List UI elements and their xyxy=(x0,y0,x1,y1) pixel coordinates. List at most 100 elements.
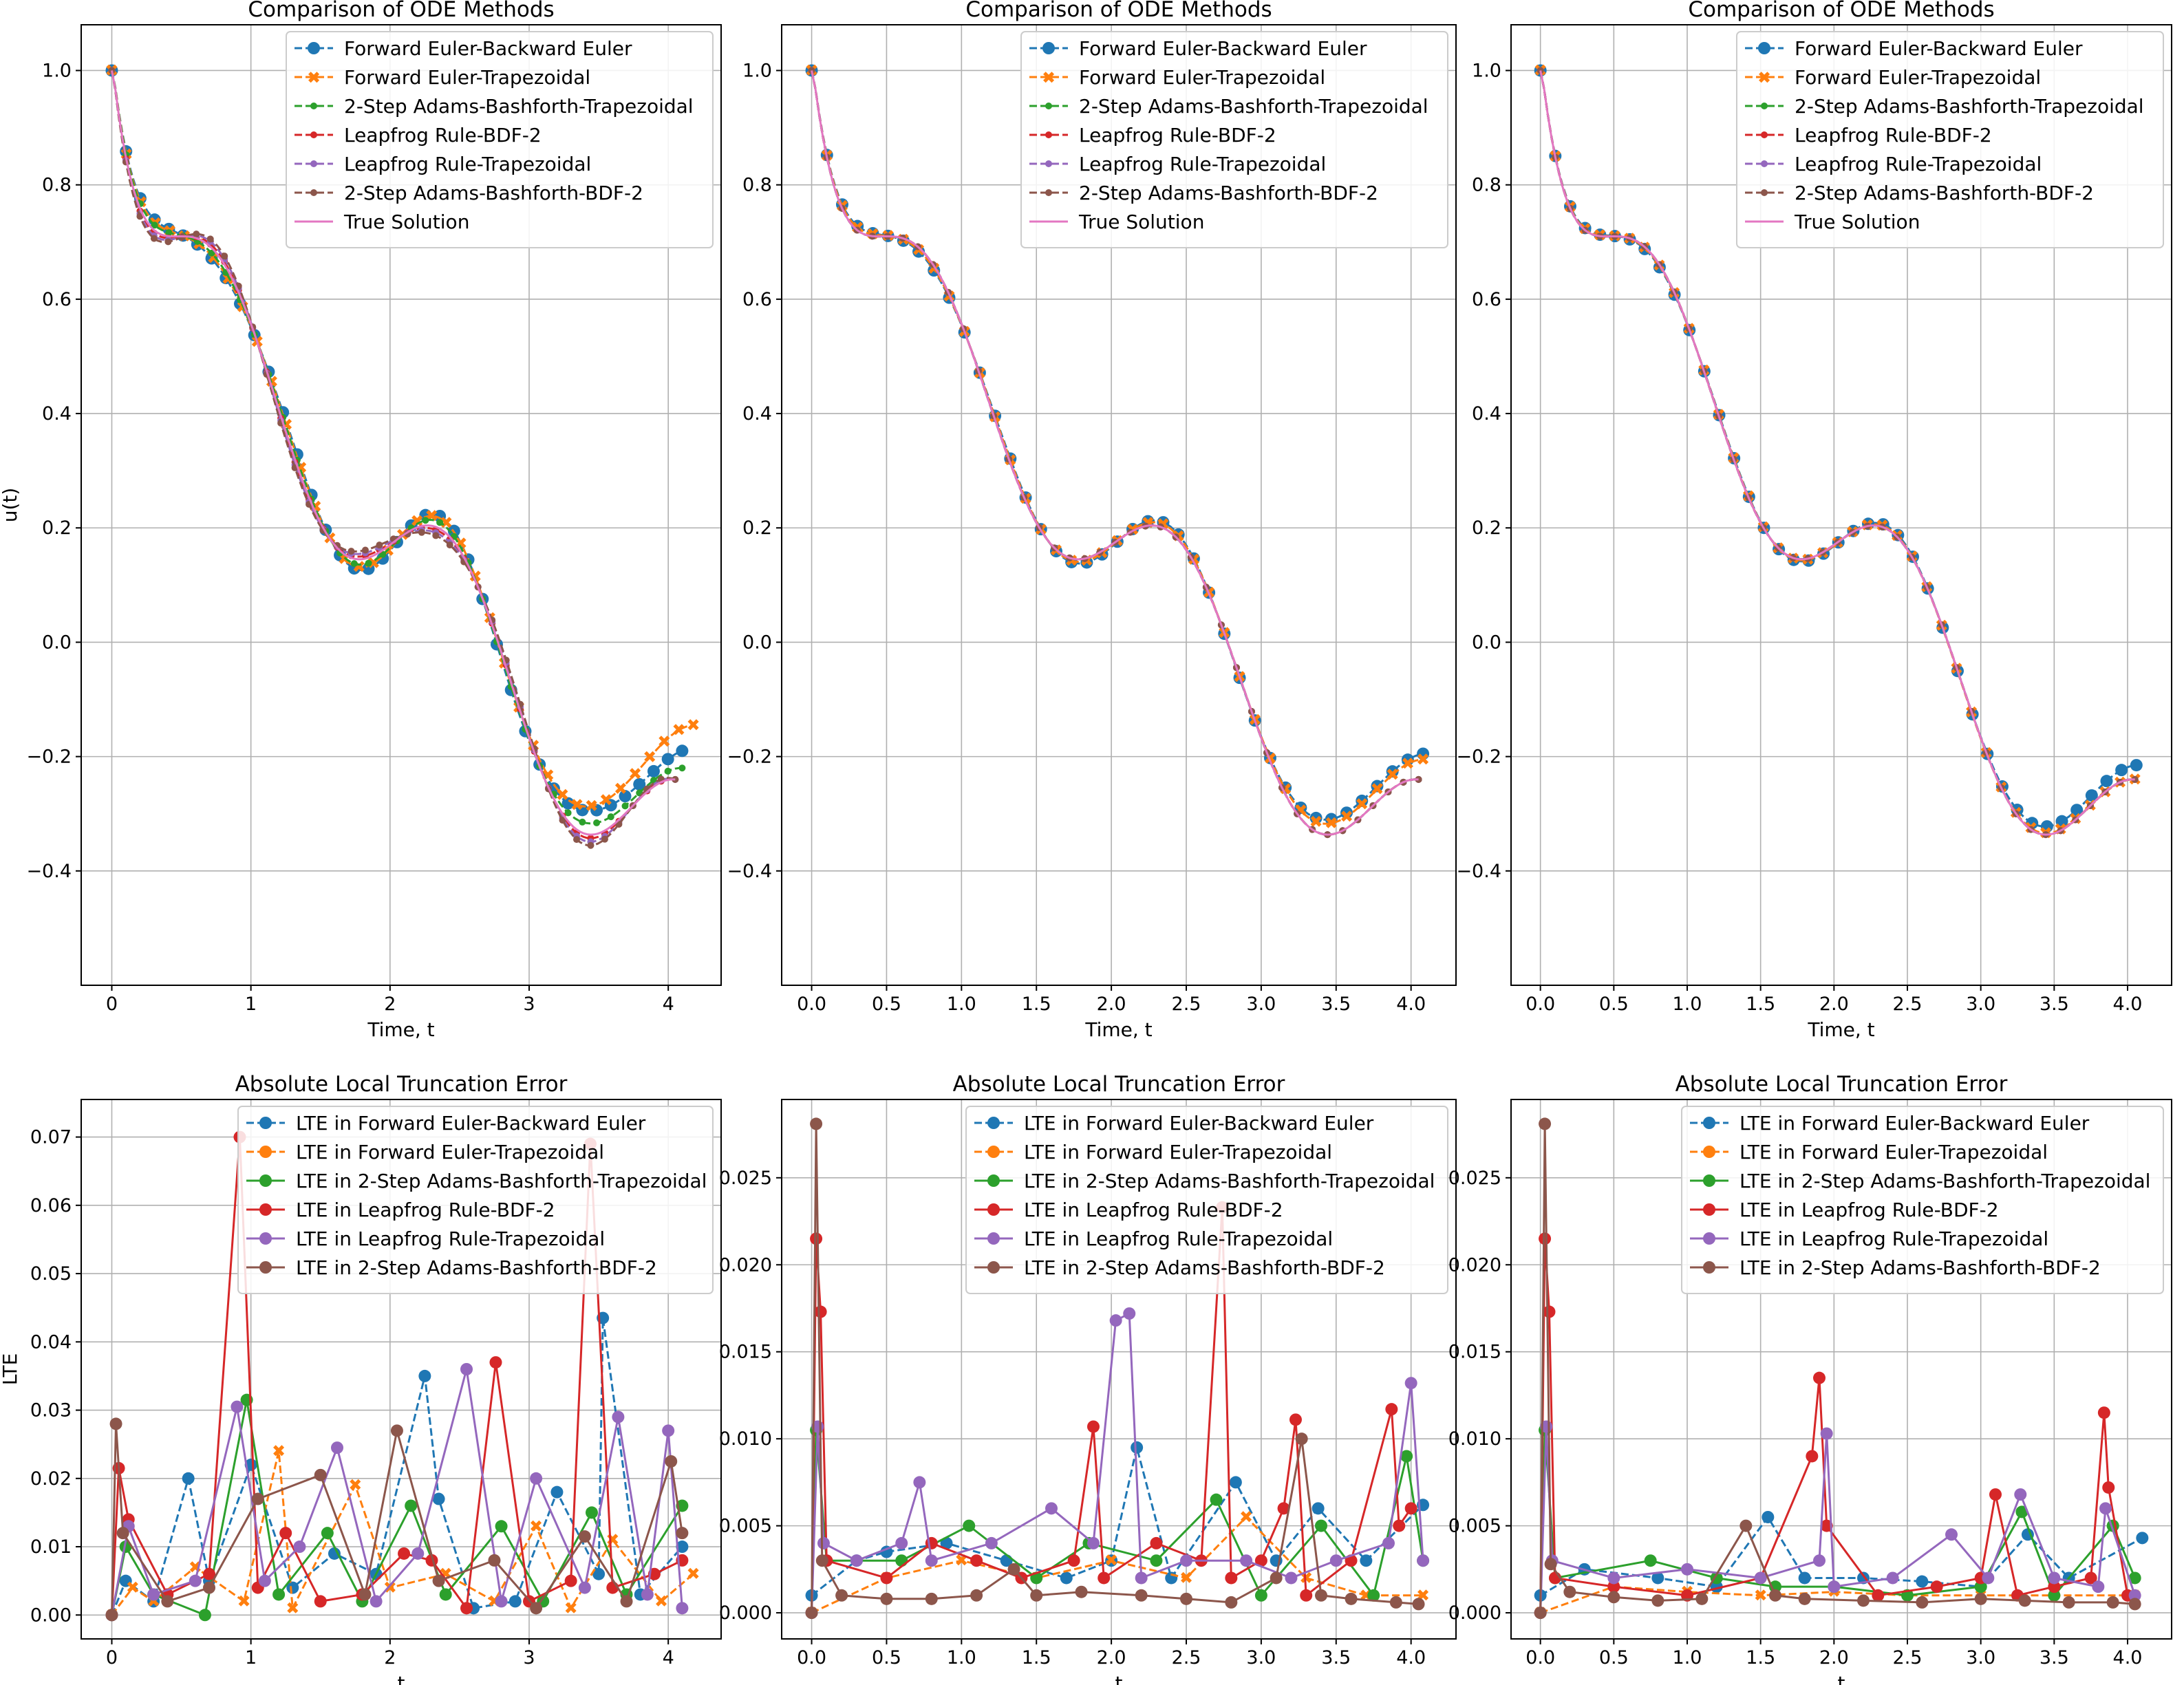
legend-label: LTE in Forward Euler-Backward Euler xyxy=(1739,1112,2090,1135)
y-tick-label: −0.2 xyxy=(26,747,72,768)
series-marker xyxy=(1417,747,1430,760)
legend-marker xyxy=(987,1232,1000,1245)
y-tick-label: −0.2 xyxy=(727,747,772,768)
series-marker xyxy=(604,799,617,812)
series-marker xyxy=(850,1554,863,1567)
legend-marker xyxy=(1703,1174,1715,1187)
legend-label: 2-Step Adams-Bashforth-BDF-2 xyxy=(344,182,643,204)
series-marker xyxy=(436,519,444,526)
series-marker xyxy=(1543,1305,1556,1318)
series-marker xyxy=(1412,1598,1425,1611)
y-tick-label: 0.6 xyxy=(42,289,72,310)
series-marker xyxy=(1813,1371,1826,1384)
y-tick-label: 0.2 xyxy=(1472,517,1501,539)
series-marker xyxy=(321,1527,334,1540)
series-marker xyxy=(258,1574,271,1587)
series-marker xyxy=(1982,1571,1995,1585)
series-marker xyxy=(1404,1377,1417,1390)
series-marker xyxy=(328,1547,341,1560)
series-marker xyxy=(2128,1598,2141,1611)
series-marker xyxy=(2015,1505,2028,1518)
series-marker xyxy=(198,1609,211,1622)
series-marker xyxy=(203,1567,215,1580)
y-axis-label: LTE xyxy=(0,1353,21,1386)
series-marker: ✖ xyxy=(1386,765,1400,784)
series-marker xyxy=(880,1571,893,1585)
x-tick-label: 2.5 xyxy=(1172,1647,1201,1668)
x-tick-label: 1.0 xyxy=(1673,1647,1702,1668)
series-marker xyxy=(1382,1536,1395,1549)
y-tick-label: 0.010 xyxy=(1448,1428,1501,1450)
series-marker xyxy=(105,1609,118,1622)
series-marker xyxy=(676,1602,689,1615)
series-marker: ✖ xyxy=(564,1598,578,1618)
series-marker xyxy=(390,1424,403,1437)
x-tick-label: 4 xyxy=(663,994,674,1015)
x-tick-label: 4.0 xyxy=(2113,1647,2143,1668)
x-tick-label: 0.0 xyxy=(1525,1647,1555,1668)
y-axis-label: u(t) xyxy=(0,488,21,523)
x-tick-label: 3.0 xyxy=(1966,1647,1995,1668)
series-marker xyxy=(665,1455,678,1468)
legend-label: LTE in 2-Step Adams-Bashforth-BDF-2 xyxy=(1739,1256,2101,1279)
series-marker xyxy=(579,818,586,826)
series-marker xyxy=(1300,1589,1313,1602)
series-marker xyxy=(1974,1592,1987,1605)
series-marker xyxy=(2106,1596,2119,1609)
x-axis-label: t xyxy=(398,1672,405,1685)
series-line xyxy=(111,1450,694,1616)
y-tick-label: 0.005 xyxy=(1448,1516,1501,1537)
legend-label: True Solution xyxy=(343,211,469,233)
y-tick-label: 0.4 xyxy=(742,403,772,425)
chart-title: Comparison of ODE Methods xyxy=(965,0,1272,22)
series-marker xyxy=(1086,1536,1100,1549)
y-tick-label: 1.0 xyxy=(742,60,772,81)
legend: LTE in Forward Euler-Backward Euler LTE i… xyxy=(965,1106,1448,1294)
series-marker xyxy=(251,1492,264,1505)
x-tick-label: 1 xyxy=(245,1647,257,1668)
y-tick-label: 0.025 xyxy=(1448,1168,1501,1189)
legend-label: LTE in Forward Euler-Backward Euler xyxy=(1024,1112,1374,1135)
series-marker xyxy=(370,1595,383,1608)
series-marker xyxy=(2136,1532,2149,1545)
series-marker xyxy=(1537,67,1544,74)
legend-label: LTE in 2-Step Adams-Bashforth-Trapezoida… xyxy=(1024,1170,1435,1192)
series-marker xyxy=(189,1574,202,1587)
series-marker: ✖ xyxy=(1141,513,1155,533)
series-marker xyxy=(1045,1502,1058,1515)
y-tick-label: 0.00 xyxy=(30,1604,72,1626)
x-tick-label: 2.0 xyxy=(1097,1647,1126,1668)
series-marker xyxy=(925,1554,938,1567)
series-marker xyxy=(2040,820,2053,833)
series-marker xyxy=(815,1554,828,1567)
series-marker xyxy=(1607,1580,1620,1593)
x-tick-label: 3 xyxy=(523,994,535,1015)
plot-area: ✖✖✖✖✖✖✖✖✖✖✖✖✖✖✖✖✖✖✖✖✖✖✖✖✖✖✖✖✖✖✖✖✖✖✖✖✖✖✖✖… xyxy=(1534,61,2143,843)
series-marker: ✖ xyxy=(1416,750,1430,769)
series-marker xyxy=(2048,1580,2061,1593)
series-marker xyxy=(432,532,440,539)
series-marker xyxy=(508,1595,522,1608)
y-tick-label: 0.005 xyxy=(719,1516,772,1537)
y-tick-label: 0.6 xyxy=(1472,289,1501,310)
series-marker xyxy=(619,790,632,803)
series-marker xyxy=(1945,1528,1958,1541)
series-marker xyxy=(1060,1571,1073,1585)
series-marker xyxy=(578,1530,591,1543)
legend-label: LTE in Leapfrog Rule-BDF-2 xyxy=(296,1199,555,1221)
legend-label: Leapfrog Rule-BDF-2 xyxy=(344,124,542,147)
x-tick-label: 3.5 xyxy=(2040,994,2069,1015)
x-tick-label: 3.5 xyxy=(1321,994,1351,1015)
series-marker xyxy=(1798,1571,1811,1585)
series-marker xyxy=(530,1602,543,1615)
series-marker xyxy=(358,1588,372,1601)
legend-marker xyxy=(1703,1117,1715,1129)
series-marker: ✖ xyxy=(585,797,599,816)
legend-marker xyxy=(987,1203,1000,1216)
y-tick-label: 1.0 xyxy=(1472,60,1501,81)
series-marker xyxy=(985,1536,998,1549)
legend-box xyxy=(1681,1106,2164,1294)
series-marker xyxy=(1813,1554,1826,1567)
series-marker xyxy=(880,1592,893,1605)
